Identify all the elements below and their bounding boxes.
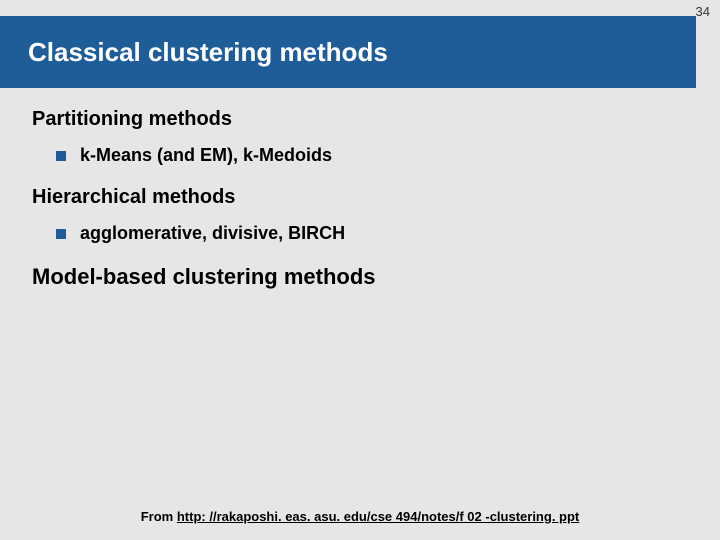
- section-heading-model-based: Model-based clustering methods: [32, 264, 688, 290]
- title-bar: Classical clustering methods: [0, 16, 696, 88]
- section-heading-partitioning: Partitioning methods: [32, 108, 688, 131]
- footer-prefix: From: [141, 509, 177, 524]
- list-item: k-Means (and EM), k-Medoids: [56, 145, 688, 166]
- footer-url: http: //rakaposhi. eas. asu. edu/cse 494…: [177, 509, 579, 524]
- section-heading-hierarchical: Hierarchical methods: [32, 186, 688, 209]
- bullet-text: agglomerative, divisive, BIRCH: [80, 223, 345, 244]
- page-number: 34: [696, 4, 710, 19]
- bullet-icon: [56, 151, 66, 161]
- slide-title: Classical clustering methods: [28, 37, 388, 68]
- list-item: agglomerative, divisive, BIRCH: [56, 223, 688, 244]
- bullet-text: k-Means (and EM), k-Medoids: [80, 145, 332, 166]
- footer-citation: From http: //rakaposhi. eas. asu. edu/cs…: [0, 509, 720, 524]
- bullet-icon: [56, 229, 66, 239]
- content-area: Partitioning methods k-Means (and EM), k…: [32, 108, 688, 304]
- slide: 34 Classical clustering methods Partitio…: [0, 0, 720, 540]
